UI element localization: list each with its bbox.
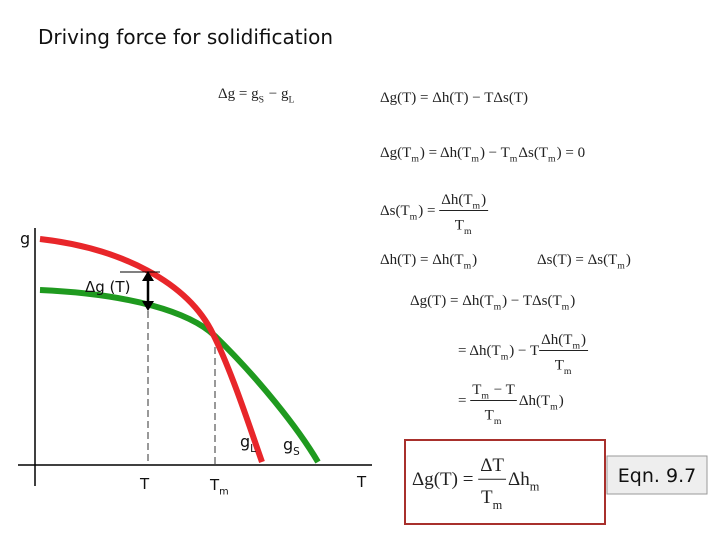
- text-run: Δh(T: [519, 393, 550, 409]
- difference-label: Δg (T): [85, 278, 130, 296]
- text-run: =: [458, 393, 470, 409]
- text-run: ) = Δh(T: [420, 145, 471, 161]
- subscript: m: [493, 498, 503, 512]
- text-run: = Δh(T: [458, 343, 501, 359]
- text-run: ) − T: [509, 343, 539, 359]
- slide-title: Driving force for solidification: [38, 25, 333, 49]
- key-equation: Δg(T) = ΔTT mΔh m: [412, 455, 540, 512]
- text-run: Δg(T: [380, 145, 411, 161]
- text-run: ) − TΔs(T: [502, 293, 562, 309]
- subscript: m: [562, 302, 570, 313]
- text-run: Δg(T) = Δh(T: [410, 293, 494, 309]
- text-run: g: [240, 432, 250, 451]
- text-run: Δh(T) = Δh(T: [380, 252, 464, 268]
- subscript: m: [572, 340, 580, 351]
- subscript: m: [494, 302, 502, 313]
- text-run: ): [472, 252, 477, 268]
- equation: Δs(T) = Δs(T m): [537, 252, 631, 272]
- text-run: Δg(T) =: [412, 469, 478, 490]
- text-run: ): [481, 192, 486, 208]
- text-run: Δs(T: [518, 145, 548, 161]
- subscript: m: [464, 226, 472, 237]
- subscript: S: [293, 446, 300, 458]
- equation: = Δh(T m) − TΔh(T m)T m: [458, 332, 589, 377]
- equation: Δg(T) = Δh(T m) − TΔs(T m): [410, 293, 575, 313]
- subscript: m: [219, 487, 229, 498]
- subscript: m: [548, 154, 556, 165]
- text-run: T: [472, 382, 481, 398]
- subscript: m: [494, 416, 502, 427]
- subscript: m: [410, 212, 418, 223]
- text-run: − T: [490, 382, 515, 398]
- text-run: − g: [265, 86, 289, 102]
- text-run: ΔT: [480, 455, 504, 476]
- arrow-head-top: [142, 271, 154, 281]
- arrow-head-bottom: [142, 301, 154, 311]
- subscript: S: [259, 95, 264, 106]
- subscript: m: [471, 154, 479, 165]
- y-axis-label: g: [20, 229, 30, 248]
- subscript: m: [411, 154, 419, 165]
- subscript: L: [250, 443, 256, 455]
- text-run: g: [283, 435, 293, 454]
- subscript: m: [617, 261, 625, 272]
- text-run: Δg = g: [218, 86, 259, 102]
- subscript: m: [564, 366, 572, 377]
- subscript: m: [550, 402, 558, 413]
- equation: Δh(T) = Δh(T m): [380, 252, 477, 272]
- equation: Δg(T) = Δh(T) − TΔs(T): [380, 90, 528, 106]
- text-run: Δs(T: [380, 203, 410, 219]
- text-run: Δg(T) = Δh(T) − TΔs(T): [380, 90, 528, 106]
- text-run: T: [209, 476, 220, 494]
- text-run: T: [455, 217, 464, 233]
- subscript: m: [481, 390, 489, 401]
- subscript: m: [473, 200, 481, 211]
- text-run: Δh: [508, 469, 530, 490]
- text-run: ): [570, 293, 575, 309]
- text-run: T: [555, 357, 564, 373]
- liquid-curve: [39, 236, 265, 463]
- equation-tag: Eqn. 9.7: [618, 465, 696, 487]
- text-run: ) =: [418, 203, 439, 219]
- text-run: ): [626, 252, 631, 268]
- numerator: ΔT: [480, 455, 504, 476]
- text-run: ) = 0: [557, 145, 585, 161]
- text-run: Δh(T: [541, 332, 572, 348]
- text-run: Δh(T: [441, 192, 472, 208]
- text-run: ) − T: [480, 145, 510, 161]
- x-axis-label: T: [356, 473, 367, 491]
- subscript: L: [289, 95, 295, 106]
- temperature-label: T: [139, 475, 150, 493]
- numerator: Δh(T m): [541, 332, 586, 352]
- numerator: Δh(T m): [441, 192, 486, 212]
- text-run: T: [481, 487, 493, 508]
- subscript: m: [510, 154, 518, 165]
- equation: Δs(T m) = Δh(T m)T m: [380, 192, 489, 237]
- subscript: m: [530, 480, 540, 494]
- text-run: ): [581, 332, 586, 348]
- tag-box: [606, 455, 708, 495]
- subscript: m: [501, 352, 509, 363]
- text-run: T: [485, 407, 494, 423]
- text-run: Δs(T) = Δs(T: [537, 252, 617, 268]
- subscript: m: [464, 261, 472, 272]
- key-equation-box: [404, 439, 606, 525]
- text-run: ): [559, 393, 564, 409]
